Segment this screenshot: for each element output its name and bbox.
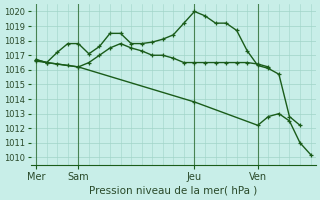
X-axis label: Pression niveau de la mer( hPa ): Pression niveau de la mer( hPa ) xyxy=(89,186,258,196)
